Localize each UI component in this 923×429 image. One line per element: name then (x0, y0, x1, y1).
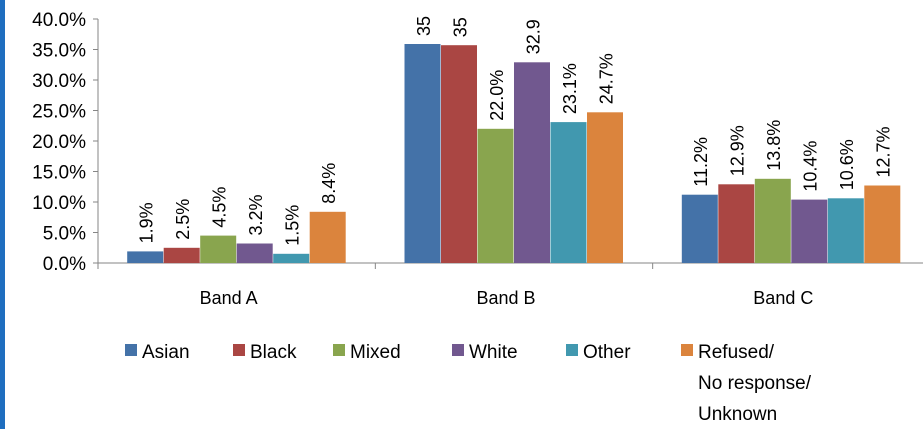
bar-asian-band-a (127, 251, 164, 263)
bar-black-band-c (718, 184, 755, 263)
data-label: 1.9% (136, 202, 156, 243)
bar-other-band-c (827, 198, 864, 263)
data-labels: 1.9% 35 11.2% 2.5% 35 12.9% 4.5% 22.0% 13.8% 3.2%… (136, 16, 893, 246)
x-tick-label: Band A (200, 288, 258, 308)
data-label: 11.2% (691, 137, 711, 187)
bar-refused-band-a (309, 211, 346, 263)
data-label: 10.6% (837, 139, 857, 190)
data-label: 10.4% (801, 141, 821, 192)
legend-swatch (333, 344, 345, 356)
y-tick-label: 15.0% (32, 163, 86, 184)
data-label: 12.7% (874, 126, 894, 177)
bar-other-band-b (550, 122, 587, 263)
y-tick-label: 0.0% (43, 254, 86, 275)
bar-refused-band-b (587, 112, 623, 263)
legend-label: Refused/ (698, 342, 775, 363)
y-tick-label: 5.0% (43, 224, 86, 245)
legend-label: Other (583, 342, 631, 363)
data-label: 24.7% (596, 53, 616, 104)
bar-black-band-a (163, 247, 200, 264)
window-edge (0, 0, 5, 429)
y-tick-label: 35.0% (32, 41, 86, 62)
x-tick-label: Band C (753, 288, 813, 308)
bars (127, 44, 901, 264)
legend-swatch (452, 344, 464, 356)
data-label: 32.9 (523, 19, 543, 54)
legend-label: No response/ (698, 373, 812, 394)
bar-other-band-a (273, 253, 310, 263)
bar-refused-band-c (864, 185, 901, 263)
data-label: 35 (450, 17, 470, 37)
data-label: 12.9% (728, 125, 748, 176)
bar-asian-band-c (681, 194, 718, 263)
y-tick-label: 40.0% (32, 10, 86, 31)
legend-label: White (469, 342, 518, 363)
bar-mixed-band-b (477, 128, 514, 263)
bar-asian-band-b (404, 44, 441, 263)
bar-white-band-a (236, 243, 273, 263)
bar-white-band-c (791, 199, 828, 263)
data-label: 35 (414, 16, 434, 36)
bar-white-band-b (514, 62, 550, 263)
legend-label: Unknown (698, 404, 777, 425)
legend-swatch (125, 344, 137, 356)
data-label: 13.8% (764, 120, 784, 171)
y-tick-label: 30.0% (32, 71, 86, 92)
legend-label: Black (250, 342, 297, 363)
data-label: 23.1% (560, 63, 580, 114)
y-tick-label: 20.0% (32, 132, 86, 153)
bar-mixed-band-a (200, 235, 237, 263)
y-tick-label: 10.0% (32, 193, 86, 214)
data-label: 4.5% (209, 187, 229, 228)
data-label: 1.5% (282, 205, 302, 246)
legend-swatch (566, 344, 578, 356)
legend-label: Mixed (350, 342, 401, 363)
x-tick-label: Band B (476, 288, 535, 308)
legend-label: Asian (142, 342, 190, 363)
legend-swatch (233, 344, 245, 356)
y-tick-label: 25.0% (32, 102, 86, 123)
legend: Asian Black Mixed White Other Refused/No resp… (125, 342, 812, 425)
data-label: 2.5% (173, 199, 193, 240)
bar-mixed-band-c (754, 178, 791, 263)
data-label: 3.2% (246, 194, 266, 235)
legend-swatch (681, 344, 693, 356)
data-label: 22.0% (487, 70, 507, 121)
data-label: 8.4% (319, 163, 339, 204)
bar-black-band-b (441, 45, 477, 264)
